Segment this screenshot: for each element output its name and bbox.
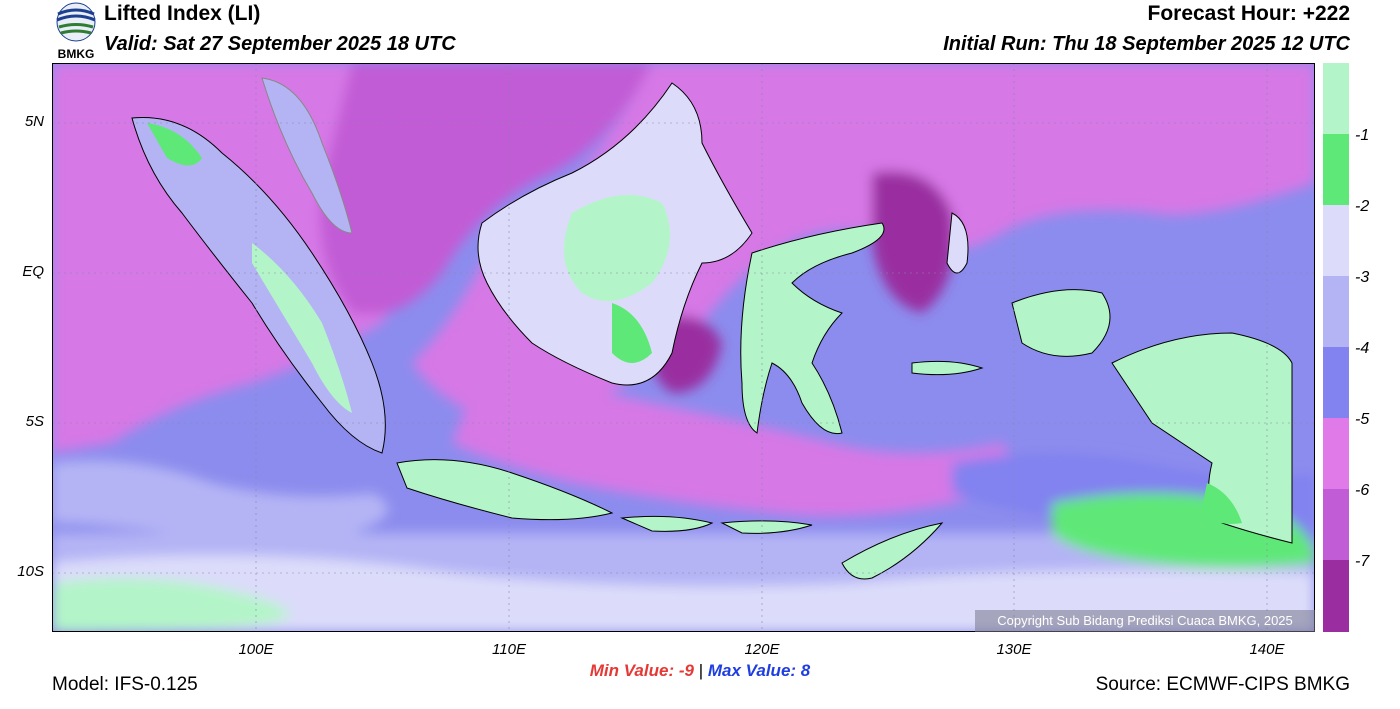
- cbar-bin-3: [1323, 205, 1349, 276]
- cbar-bin-8: [1323, 560, 1349, 632]
- source-label: Source: ECMWF-CIPS BMKG: [1095, 674, 1350, 695]
- lon-tick-110e: 110E: [492, 641, 526, 658]
- max-label: Max Value:: [707, 661, 797, 680]
- lat-tick-10s: 10S: [17, 563, 44, 580]
- lon-tick-100e: 100E: [238, 641, 274, 658]
- cbar-tick--1: -1: [1355, 127, 1370, 144]
- chart-title: Lifted Index (LI): [104, 2, 261, 25]
- cbar-bin-5: [1323, 347, 1349, 418]
- valid-time: Valid: Sat 27 September 2025 18 UTC: [104, 33, 456, 55]
- cbar-bin-1: [1323, 63, 1349, 134]
- lat-tick-5s: 5S: [25, 413, 44, 430]
- copyright-label: Copyright Sub Bidang Prediksi Cuaca BMKG…: [975, 610, 1315, 632]
- cbar-bin-7: [1323, 489, 1349, 560]
- lat-tick-eq: EQ: [22, 263, 44, 280]
- lon-tick-130e: 130E: [996, 641, 1032, 658]
- cbar-bin-2: [1323, 134, 1349, 205]
- lifted-index-map: [52, 63, 1315, 632]
- lat-tick-5n: 5N: [24, 113, 44, 130]
- cbar-tick--6: -6: [1355, 482, 1370, 499]
- cbar-tick--2: -2: [1355, 198, 1370, 215]
- lon-tick-120e: 120E: [744, 641, 780, 658]
- minmax-separator: |: [698, 661, 704, 680]
- cbar-tick--4: -4: [1355, 340, 1370, 357]
- cbar-tick--5: -5: [1355, 411, 1370, 428]
- cbar-bin-6: [1323, 418, 1349, 489]
- cbar-tick--7: -7: [1355, 553, 1370, 570]
- logo-text: BMKG: [58, 47, 95, 60]
- min-max-values: Min Value: -9 | Max Value: 8: [0, 661, 1400, 681]
- min-label: Min Value:: [589, 661, 675, 680]
- model-label: Model: IFS-0.125: [52, 674, 198, 695]
- colorbar: [1323, 63, 1349, 632]
- bmkg-logo: BMKG: [52, 2, 100, 61]
- cbar-tick--3: -3: [1355, 269, 1370, 286]
- forecast-hour: Forecast Hour: +222: [1147, 2, 1351, 25]
- cbar-bin-4: [1323, 276, 1349, 347]
- max-value: 8: [800, 661, 811, 680]
- lon-tick-140e: 140E: [1249, 641, 1285, 658]
- initial-run: Initial Run: Thu 18 September 2025 12 UT…: [943, 33, 1350, 55]
- min-value: -9: [678, 661, 694, 680]
